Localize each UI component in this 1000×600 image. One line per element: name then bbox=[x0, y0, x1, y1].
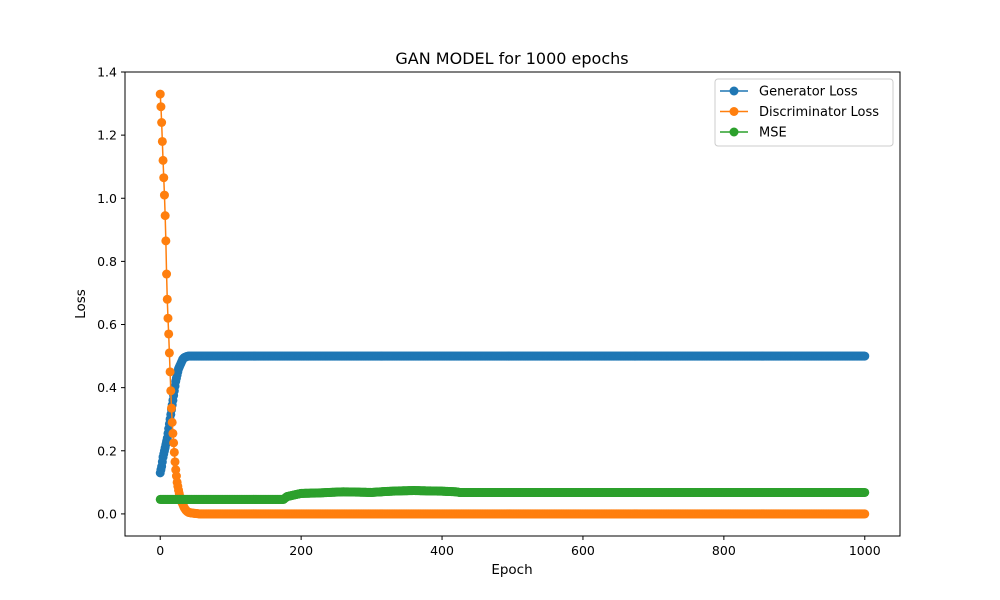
data-point bbox=[860, 351, 870, 361]
y-tick-label: 1.0 bbox=[97, 191, 117, 206]
y-tick-label: 0.2 bbox=[97, 443, 117, 458]
chart-title: GAN MODEL for 1000 epochs bbox=[395, 49, 628, 68]
x-tick-label: 1000 bbox=[849, 543, 881, 558]
legend-marker bbox=[729, 86, 739, 96]
y-tick-label: 0.0 bbox=[97, 506, 117, 521]
data-point bbox=[860, 509, 870, 519]
legend-label: MSE bbox=[759, 126, 787, 141]
legend-entry-generator-loss: Generator Loss bbox=[720, 85, 858, 100]
plot-area: 0 200 400 600 800 1000 0.0 0.2 0.4 0.6 0.8 1.0 1.2 1.… bbox=[97, 65, 901, 558]
data-point bbox=[167, 417, 177, 427]
y-tick-label: 1.2 bbox=[97, 128, 117, 143]
data-point bbox=[155, 89, 165, 99]
series-group bbox=[155, 89, 870, 519]
legend: Generator Loss Discriminator Loss MSE bbox=[714, 78, 894, 147]
x-tick-label: 200 bbox=[289, 543, 313, 558]
y-tick-label: 0.4 bbox=[97, 380, 117, 395]
y-tick-label: 1.4 bbox=[97, 65, 117, 80]
legend-box bbox=[714, 78, 894, 147]
axes-border bbox=[124, 71, 901, 537]
legend-marker bbox=[729, 127, 739, 137]
legend-entry-discriminator-loss: Discriminator Loss bbox=[720, 105, 879, 120]
data-point bbox=[156, 102, 166, 112]
data-point bbox=[158, 155, 168, 165]
data-point bbox=[159, 190, 169, 200]
data-point bbox=[169, 438, 179, 448]
x-axis-label: Epoch bbox=[491, 562, 532, 578]
data-point bbox=[162, 269, 172, 279]
x-tick-label: 400 bbox=[430, 543, 454, 558]
legend-marker bbox=[729, 107, 739, 116]
data-point bbox=[164, 329, 174, 339]
data-point bbox=[170, 457, 180, 467]
x-tick-label: 800 bbox=[712, 543, 736, 558]
data-point bbox=[168, 428, 178, 438]
y-tick-label: 0.8 bbox=[97, 254, 117, 269]
data-point bbox=[165, 367, 175, 377]
data-point bbox=[162, 294, 172, 304]
data-point bbox=[169, 447, 179, 457]
x-tick-label: 600 bbox=[571, 543, 595, 558]
data-point bbox=[167, 403, 176, 413]
y-axis-label: Loss bbox=[73, 289, 89, 319]
legend-label: Generator Loss bbox=[759, 85, 858, 100]
axes-frame: 0 200 400 600 800 1000 0.0 0.2 0.4 0.6 0.8 1.0 1.2 1.… bbox=[97, 65, 901, 558]
data-point bbox=[159, 173, 169, 183]
series-mse bbox=[155, 486, 870, 504]
data-point bbox=[163, 313, 173, 323]
series-generator-loss bbox=[155, 351, 870, 478]
data-point bbox=[157, 118, 167, 127]
x-tick-label: 0 bbox=[156, 543, 164, 558]
y-tick-label: 0.6 bbox=[97, 317, 117, 332]
data-point bbox=[160, 211, 170, 221]
legend-label: Discriminator Loss bbox=[759, 105, 879, 120]
series-discriminator-loss bbox=[155, 89, 870, 519]
data-point bbox=[157, 136, 167, 146]
data-point bbox=[860, 487, 870, 497]
data-point bbox=[166, 386, 176, 396]
data-point bbox=[161, 236, 171, 246]
legend-entry-mse: MSE bbox=[720, 126, 787, 141]
data-point bbox=[164, 348, 174, 358]
